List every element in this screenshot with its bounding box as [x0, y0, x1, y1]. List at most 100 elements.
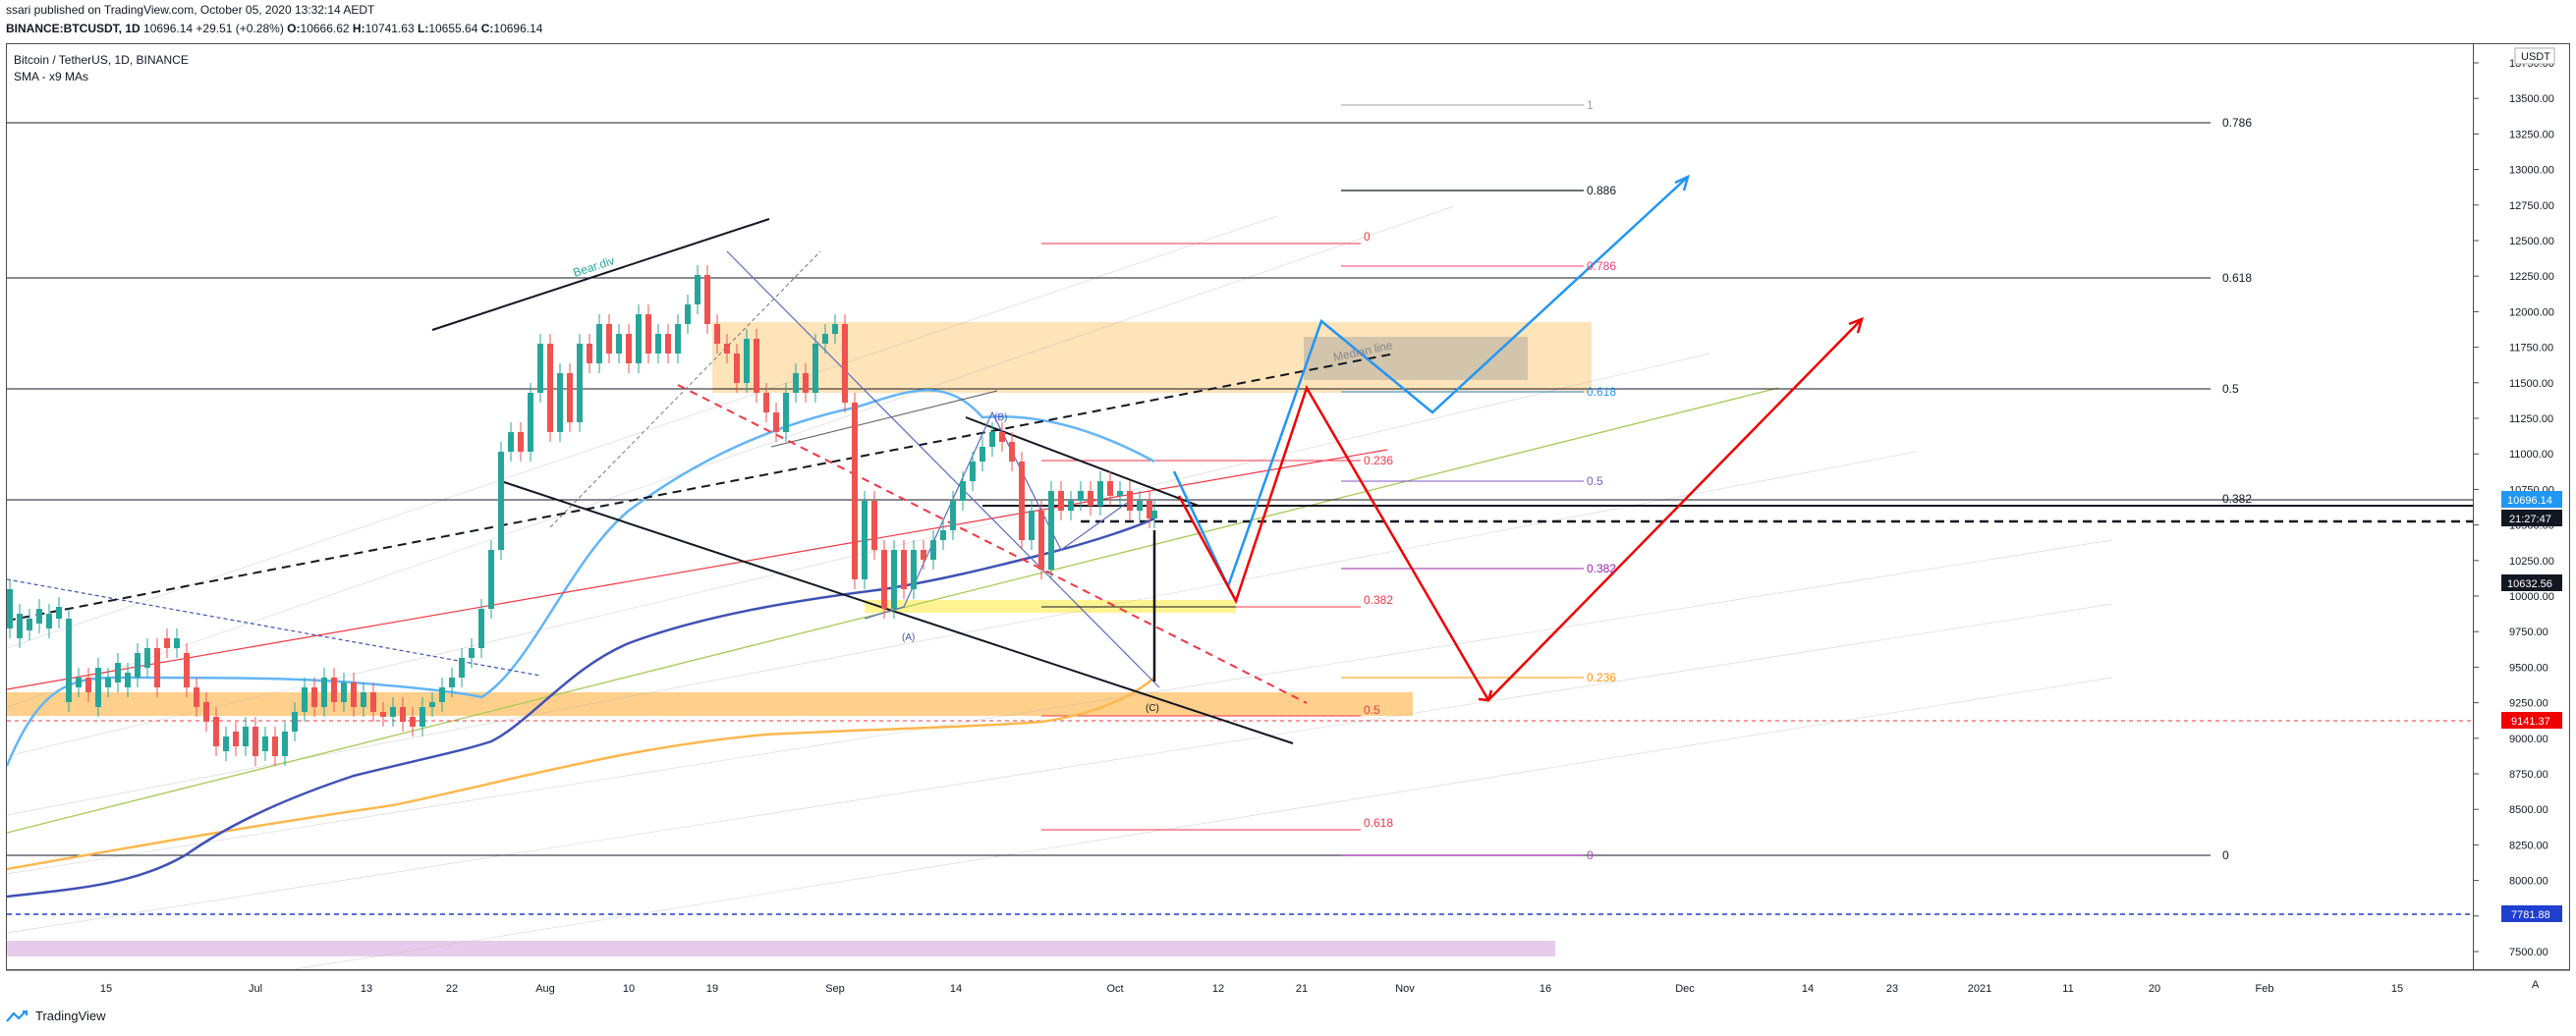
candle-body: [1019, 462, 1025, 540]
candle-body: [469, 648, 475, 658]
tradingview-logo-icon: [6, 1009, 28, 1022]
candle-body: [390, 707, 396, 717]
candle-body: [557, 373, 563, 432]
fib-label-0: 0: [2222, 848, 2229, 862]
footer-brand-label: TradingView: [35, 1009, 106, 1023]
blue-badge: 7781.88: [2511, 909, 2550, 921]
gray-dashed-line: [549, 250, 821, 528]
blue-badge-bg: [2501, 905, 2562, 922]
time-tick-label: Feb: [2256, 983, 2274, 995]
candle-body: [341, 682, 347, 702]
price-tick-label: 12750.00: [2509, 200, 2554, 212]
candle-body: [528, 393, 533, 452]
orange-support-zone: [7, 692, 1413, 716]
bear-div-line: [431, 218, 770, 331]
price-tick-label: 8000.00: [2509, 876, 2548, 888]
time-tick-label: Dec: [1675, 983, 1695, 995]
price-tick-label: 9250.00: [2509, 698, 2548, 710]
candle-body: [17, 614, 23, 638]
candle-body: [262, 736, 268, 751]
candle-body: [665, 334, 671, 354]
fib-label-0786: 0.786: [2222, 116, 2252, 130]
candle-body: [950, 501, 956, 530]
candle-body: [478, 609, 484, 648]
candle-body: [616, 334, 622, 354]
candle-body: [302, 687, 308, 712]
candle-body: [724, 344, 730, 354]
wave-c-label: (C): [1146, 703, 1159, 714]
price-tick-label: 10250.00: [2509, 556, 2554, 568]
candle-body: [115, 663, 121, 682]
candle-body: [822, 334, 828, 344]
auto-scale-button[interactable]: A: [2532, 979, 2540, 991]
candle-body: [1097, 481, 1103, 506]
candle-body: [1147, 501, 1152, 518]
close-value: 10696.14: [493, 22, 543, 35]
price-tick-label: 13000.00: [2509, 165, 2554, 177]
time-tick-label: 16: [1540, 983, 1551, 995]
fib-label-1: 1: [1587, 98, 1594, 112]
currency-box: [2514, 47, 2555, 65]
fib-label-purple-0382: 0.382: [1587, 562, 1616, 575]
candle-body: [370, 692, 376, 712]
candle-body: [449, 678, 455, 687]
candle-body: [626, 334, 632, 363]
candle-body: [1058, 491, 1064, 511]
candle-body: [783, 393, 789, 432]
time-tick-label: 23: [1886, 983, 1898, 995]
candle-body: [636, 314, 642, 363]
time-tick-label: Sep: [825, 983, 845, 995]
candle-body: [960, 481, 966, 501]
red-projection-path[interactable]: [1177, 318, 1863, 703]
candle-body: [203, 702, 209, 722]
candle-body: [744, 339, 750, 383]
blue-projection-path[interactable]: [1172, 176, 1689, 590]
candle-body: [1009, 442, 1015, 462]
candle-body: [577, 344, 583, 422]
candle-body: [439, 687, 445, 702]
current-price: 10696.14: [143, 22, 194, 35]
candle-body: [1038, 511, 1044, 570]
candle-body: [812, 344, 818, 393]
candle-body: [46, 614, 52, 628]
countdown-badge: 21:27:47: [2509, 514, 2551, 525]
pink-zone: [7, 941, 1555, 956]
candle-body: [596, 324, 602, 363]
candle-body: [272, 736, 278, 756]
price-tick-label: 12000.00: [2509, 306, 2554, 318]
candle-body: [940, 530, 946, 540]
candle-body: [980, 447, 985, 462]
candle-body: [734, 354, 740, 383]
candle-body: [85, 678, 91, 692]
descending-support-line: [500, 480, 1294, 744]
candle-body: [459, 658, 465, 678]
red-arrowhead: [1848, 316, 1864, 334]
price-tick-label: 12500.00: [2509, 236, 2554, 247]
candle-body: [852, 403, 858, 579]
price-tick-label: 7500.00: [2509, 947, 2548, 958]
fib-big-lines: [7, 122, 2473, 856]
footer-brand: TradingView: [6, 1009, 106, 1023]
candle-body: [763, 393, 769, 412]
candle-body: [351, 682, 357, 707]
candle-body: [311, 687, 317, 707]
price-tick-label: 13250.00: [2509, 129, 2554, 140]
candle-body: [1137, 501, 1143, 511]
ma-badge: 10632.56: [2507, 578, 2552, 590]
candle-body: [76, 678, 82, 687]
candle-body: [420, 707, 425, 727]
candle-body: [174, 638, 180, 648]
price-tick-label: 8500.00: [2509, 804, 2548, 816]
fib-label-orange-0236: 0.236: [1587, 671, 1616, 684]
candle-body: [429, 702, 435, 707]
high-label: H:: [352, 22, 365, 35]
candle-body: [243, 727, 249, 746]
candle-body: [685, 304, 691, 324]
gray-channel-line: [770, 390, 998, 448]
last-price-badge: 10696.14: [2507, 495, 2552, 507]
candle-body: [587, 344, 592, 363]
price-tick-label: 10000.00: [2509, 591, 2554, 603]
candle-body: [331, 678, 337, 702]
blue-dashed-downtrend: [7, 578, 541, 677]
